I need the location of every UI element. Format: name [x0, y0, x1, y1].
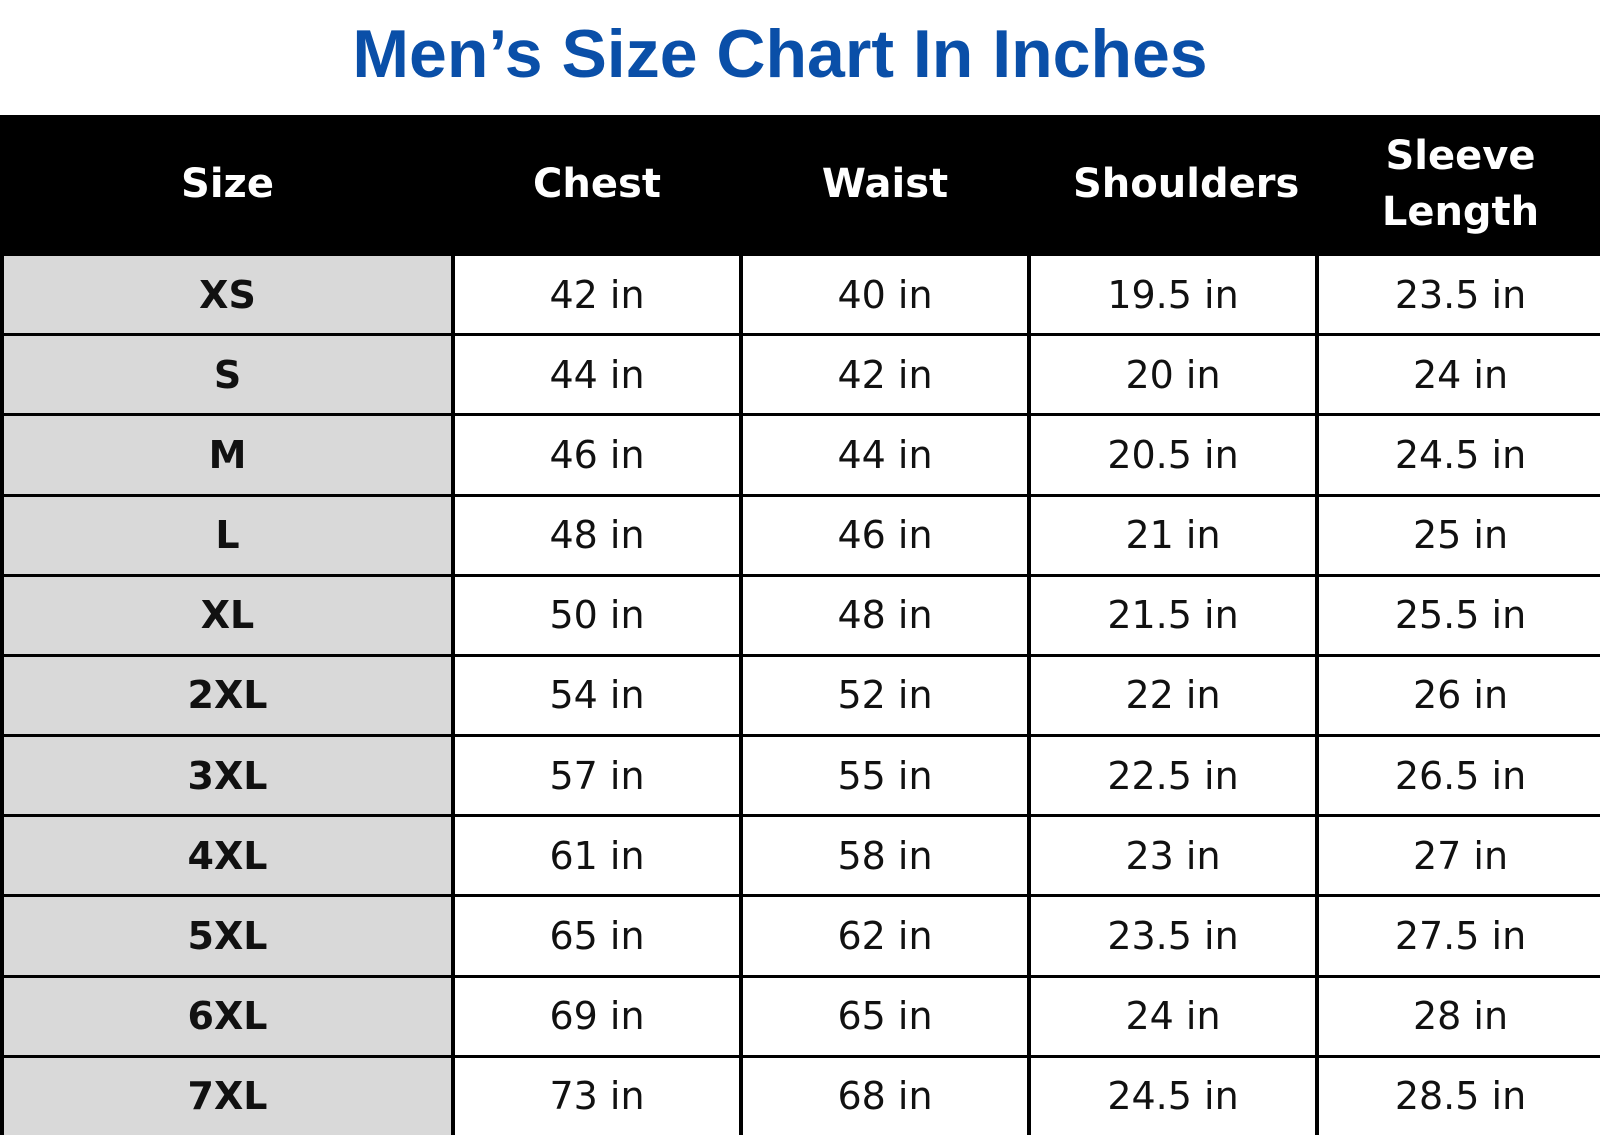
size-table: Size Chest Waist Shoulders Sleeve Length XS 42… [0, 115, 1600, 1135]
measurement: 46 in [743, 496, 1027, 574]
measurement: 25 in [1319, 496, 1600, 574]
size-label: 5XL [4, 897, 451, 975]
measurement: 65 in [743, 977, 1027, 1055]
measurement: 20 in [1031, 336, 1315, 414]
column-header: Size [4, 115, 451, 253]
size-label: M [4, 416, 451, 494]
measurement: 52 in [743, 656, 1027, 735]
size-label: 6XL [4, 977, 451, 1055]
measurement: 26 in [1319, 656, 1600, 735]
measurement: 44 in [455, 336, 739, 414]
size-label: 7XL [4, 1057, 451, 1135]
measurement: 69 in [455, 977, 739, 1055]
measurement: 55 in [743, 737, 1027, 815]
measurement: 62 in [743, 897, 1027, 975]
measurement: 23.5 in [1319, 256, 1600, 334]
measurement: 24.5 in [1031, 1057, 1315, 1135]
column-header-text: Chest [533, 161, 661, 207]
measurement: 48 in [455, 496, 739, 574]
measurement: 65 in [455, 897, 739, 975]
measurement: 27 in [1319, 817, 1600, 895]
column-header: Shoulders [1031, 115, 1315, 253]
measurement: 23 in [1031, 817, 1315, 895]
measurement: 22 in [1031, 656, 1315, 735]
measurement: 73 in [455, 1057, 739, 1135]
measurement: 28 in [1319, 977, 1600, 1055]
measurement: 57 in [455, 737, 739, 815]
measurement: 21 in [1031, 496, 1315, 574]
measurement: 26.5 in [1319, 737, 1600, 815]
size-label: XL [4, 576, 451, 654]
size-label: 3XL [4, 737, 451, 815]
measurement: 61 in [455, 817, 739, 895]
measurement: 42 in [455, 256, 739, 334]
measurement: 50 in [455, 576, 739, 654]
column-header-text: Waist [821, 161, 949, 207]
measurement: 40 in [743, 256, 1027, 334]
size-label: 4XL [4, 817, 451, 895]
column-header-text: Size [181, 161, 274, 207]
measurement: 19.5 in [1031, 256, 1315, 334]
measurement: 28.5 in [1319, 1057, 1600, 1135]
column-header-text: Shoulders [1073, 161, 1300, 207]
measurement: 23.5 in [1031, 897, 1315, 975]
measurement: 22.5 in [1031, 737, 1315, 815]
measurement: 20.5 in [1031, 416, 1315, 494]
measurement: 58 in [743, 817, 1027, 895]
column-header-text: Sleeve Length [1381, 133, 1540, 235]
measurement: 21.5 in [1031, 576, 1315, 654]
measurement: 24 in [1031, 977, 1315, 1055]
measurement: 24 in [1319, 336, 1600, 414]
size-label: L [4, 496, 451, 574]
measurement: 54 in [455, 656, 739, 735]
size-label: 2XL [4, 656, 451, 735]
measurement: 25.5 in [1319, 576, 1600, 654]
measurement: 68 in [743, 1057, 1027, 1135]
measurement: 44 in [743, 416, 1027, 494]
measurement: 42 in [743, 336, 1027, 414]
title: Men’s Size Chart In Inches [352, 16, 1208, 92]
measurement: 48 in [743, 576, 1027, 654]
size-label: S [4, 336, 451, 414]
size-label: XS [4, 256, 451, 334]
measurement: 24.5 in [1319, 416, 1600, 494]
measurement: 27.5 in [1319, 897, 1600, 975]
column-header: Waist [743, 115, 1027, 253]
column-header: Sleeve Length [1319, 115, 1600, 253]
column-header: Chest [455, 115, 739, 253]
measurement: 46 in [455, 416, 739, 494]
